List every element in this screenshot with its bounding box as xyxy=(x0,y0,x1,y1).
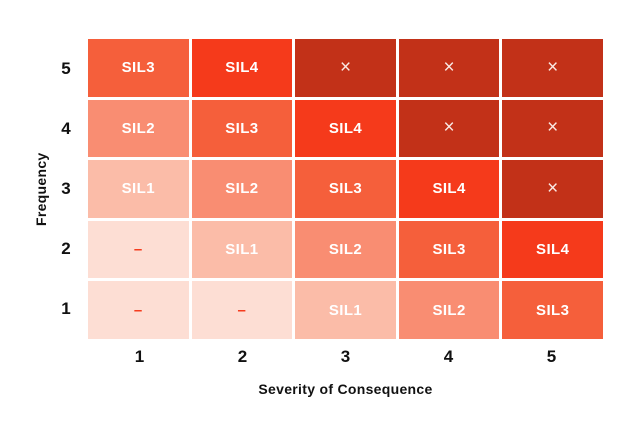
matrix-cell-f3-s3: SIL3 xyxy=(295,160,396,218)
x-tick-5: 5 xyxy=(546,347,557,366)
x-tick-1: 1 xyxy=(134,347,145,366)
matrix-cell-f5-s3: × xyxy=(295,39,396,97)
matrix-cell-f2-s2: SIL1 xyxy=(191,220,293,279)
matrix-cell-f2-s1: – xyxy=(88,220,189,279)
matrix-cell-f5-s5: × xyxy=(502,39,603,97)
matrix-cell-f1-s4: SIL2 xyxy=(398,281,500,339)
y-tick-3: 3 xyxy=(61,179,71,198)
matrix-cell-f4-s2: SIL3 xyxy=(191,99,293,158)
matrix-cell-f3-s5: × xyxy=(502,160,603,218)
y-axis-ticks: 5 4 3 2 1 xyxy=(48,39,84,339)
matrix-cell-f1-s3: SIL1 xyxy=(295,281,396,339)
matrix-cell-f2-s3: SIL2 xyxy=(295,220,396,279)
matrix-cell-f2-s4: SIL3 xyxy=(398,220,500,279)
matrix-cell-f1-s5: SIL3 xyxy=(502,281,603,339)
y-tick-2: 2 xyxy=(61,239,71,258)
x-tick-2: 2 xyxy=(237,347,248,366)
x-tick-3: 3 xyxy=(340,347,351,366)
matrix-cell-f4-s4: × xyxy=(398,99,500,158)
y-tick-4: 4 xyxy=(61,119,71,138)
y-tick-1: 1 xyxy=(61,299,71,318)
matrix-cell-f5-s4: × xyxy=(398,39,500,97)
matrix-cell-f5-s1: SIL3 xyxy=(88,39,189,97)
matrix-cell-f5-s2: SIL4 xyxy=(191,39,293,97)
matrix-cell-f4-s5: × xyxy=(502,99,603,158)
matrix-cell-f2-s5: SIL4 xyxy=(502,220,603,279)
matrix-cell-f1-s1: – xyxy=(88,281,189,339)
matrix-grid: SIL3 SIL4 × × × SIL2 SIL3 SIL4 × × SIL1 … xyxy=(88,39,603,339)
x-tick-4: 4 xyxy=(443,347,454,366)
x-axis-ticks: 1 2 3 4 5 xyxy=(88,347,603,367)
matrix-cell-f1-s2: – xyxy=(191,281,293,339)
y-tick-5: 5 xyxy=(61,59,71,78)
matrix-cell-f4-s3: SIL4 xyxy=(295,99,396,158)
x-axis-title: Severity of Consequence xyxy=(258,381,433,397)
matrix-cell-f3-s1: SIL1 xyxy=(88,160,189,218)
matrix-cell-f3-s2: SIL2 xyxy=(191,160,293,218)
matrix-cell-f4-s1: SIL2 xyxy=(88,99,189,158)
matrix-cell-f3-s4: SIL4 xyxy=(398,160,500,218)
